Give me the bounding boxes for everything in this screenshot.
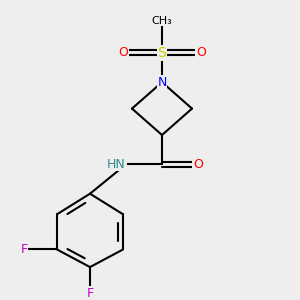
- Text: S: S: [158, 46, 166, 60]
- Text: F: F: [86, 287, 94, 300]
- Text: O: O: [196, 46, 206, 59]
- Text: HN: HN: [107, 158, 126, 171]
- Text: O: O: [193, 158, 203, 171]
- Text: F: F: [20, 243, 28, 256]
- Text: N: N: [157, 76, 167, 89]
- Text: O: O: [118, 46, 128, 59]
- Text: CH₃: CH₃: [152, 16, 172, 26]
